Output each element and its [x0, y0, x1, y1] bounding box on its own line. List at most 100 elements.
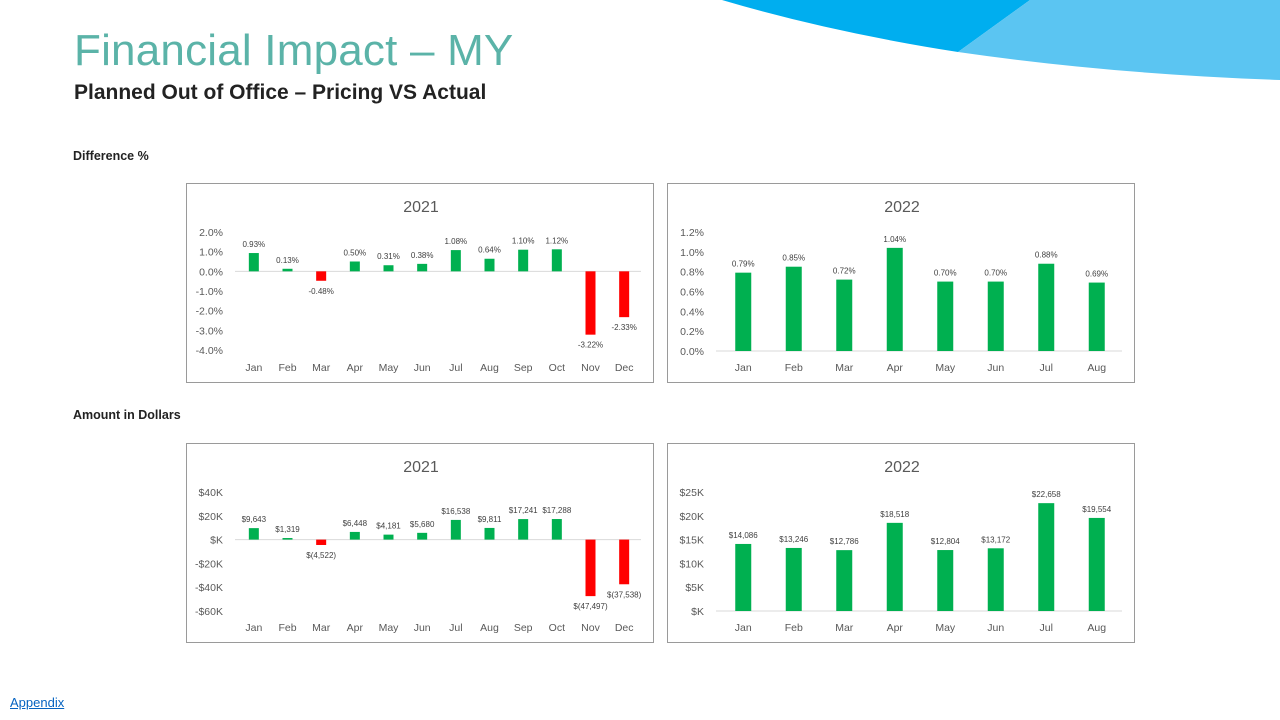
y-tick-label: 0.2% [680, 326, 704, 338]
data-label: $12,804 [931, 537, 960, 546]
data-label: 0.93% [242, 240, 265, 249]
bar [518, 519, 529, 540]
bar [585, 271, 596, 335]
difference-2021-chart-canvas: 2021 2.0% 1.0% 0.0% -1.0% -2.0% -3.0% -4.0% 0.93… [196, 199, 641, 374]
category-label: Sep [514, 362, 533, 374]
data-label: -2.33% [611, 323, 636, 332]
bar [316, 271, 327, 281]
bar [316, 539, 327, 545]
category-label: Aug [1087, 362, 1106, 374]
y-tick-label: $40K [198, 487, 223, 499]
bar [282, 538, 293, 540]
y-tick-label: 2.0% [199, 227, 223, 239]
data-label: $4,181 [376, 522, 401, 531]
bar [987, 281, 1004, 351]
data-label: $13,172 [981, 535, 1010, 544]
data-label: 0.70% [934, 269, 957, 278]
data-label: $14,086 [729, 531, 758, 540]
y-tick-label: -2.0% [196, 306, 223, 318]
category-label: Feb [785, 362, 803, 374]
data-label: 0.72% [833, 267, 856, 276]
bar [785, 547, 802, 611]
bar [886, 247, 903, 351]
bar [383, 265, 394, 272]
category-label: Aug [1087, 622, 1106, 634]
y-tick-label: $5K [685, 582, 704, 594]
chart-title: 2022 [884, 459, 920, 476]
category-label: Jan [245, 362, 262, 374]
bar [551, 249, 562, 272]
y-tick-label: $20K [679, 511, 704, 523]
decor-swoosh-light [958, 0, 1280, 80]
y-tick-label: 0.4% [680, 306, 704, 318]
appendix-link[interactable]: Appendix [10, 695, 65, 710]
bar [619, 271, 630, 318]
data-label: $6,448 [343, 519, 368, 528]
category-label: Nov [581, 622, 600, 634]
data-label: 1.08% [444, 237, 467, 246]
bar [349, 531, 360, 540]
category-label: Apr [347, 362, 364, 374]
difference-2022-chart-canvas: 2022 1.2% 1.0% 0.8% 0.6% 0.4% 0.2% 0.0% 0.79% Jan… [680, 199, 1122, 374]
data-label: 0.50% [343, 249, 366, 258]
category-label: May [935, 622, 956, 634]
y-tick-label: 0.0% [199, 266, 223, 278]
category-label: Jun [987, 362, 1004, 374]
bar [383, 534, 394, 540]
bar [1088, 517, 1105, 611]
category-label: Oct [549, 362, 565, 374]
data-label: -3.22% [578, 341, 603, 350]
decor-swoosh-dark [722, 0, 1030, 52]
bar [937, 281, 954, 351]
y-tick-label: -4.0% [196, 345, 223, 357]
category-label: Jun [414, 362, 431, 374]
data-label: 0.85% [782, 254, 805, 263]
difference-2021-chart: 2021 2.0% 1.0% 0.0% -1.0% -2.0% -3.0% -4.0% 0.93… [186, 183, 654, 383]
data-label: $17,288 [542, 506, 571, 515]
data-label: $22,658 [1032, 490, 1061, 499]
y-tick-label: $10K [679, 558, 704, 570]
data-label: $(4,522) [306, 551, 336, 560]
chart-title: 2021 [403, 199, 439, 216]
y-tick-label: $K [691, 606, 704, 618]
data-label: $9,811 [478, 515, 502, 524]
amount-2021-chart-canvas: 2021 $40K $20K $K -$20K -$40K -$60K $9,643 Jan $1… [195, 459, 642, 634]
bar [785, 266, 802, 351]
y-tick-label: -$40K [195, 582, 223, 594]
y-tick-label: $K [210, 535, 223, 547]
data-label: $5,680 [410, 520, 435, 529]
category-label: Feb [785, 622, 803, 634]
category-label: May [935, 362, 956, 374]
category-label: Mar [835, 622, 854, 634]
data-label: 0.13% [276, 256, 299, 265]
category-label: Jan [245, 622, 262, 634]
y-tick-label: -$20K [195, 558, 223, 570]
y-tick-label: 0.0% [680, 346, 704, 358]
chart-title: 2022 [884, 199, 920, 216]
bar [417, 532, 428, 540]
amount-2022-chart: 2022 $25K $20K $15K $10K $5K $K $14,086 Jan $13,2… [667, 443, 1135, 643]
bar [518, 249, 529, 272]
bar [937, 550, 954, 611]
category-label: Nov [581, 362, 600, 374]
data-label: -0.48% [308, 287, 333, 296]
y-tick-label: $25K [679, 487, 704, 499]
y-tick-label: $15K [679, 535, 704, 547]
category-label: Jan [735, 622, 752, 634]
y-tick-label: 1.2% [680, 227, 704, 239]
data-label: $9,643 [242, 515, 267, 524]
bar [585, 539, 596, 597]
category-label: Mar [312, 622, 331, 634]
y-tick-label: $20K [198, 511, 223, 523]
data-label: $13,246 [779, 535, 808, 544]
section-label-amount: Amount in Dollars [73, 408, 181, 422]
category-label: Aug [480, 622, 499, 634]
y-tick-label: 1.0% [199, 247, 223, 259]
y-tick-label: 0.8% [680, 267, 704, 279]
bar [735, 543, 752, 611]
data-label: 0.38% [411, 251, 434, 260]
bar [1088, 282, 1105, 351]
y-tick-label: -1.0% [196, 286, 223, 298]
data-label: 0.79% [732, 260, 755, 269]
category-label: Jun [414, 622, 431, 634]
